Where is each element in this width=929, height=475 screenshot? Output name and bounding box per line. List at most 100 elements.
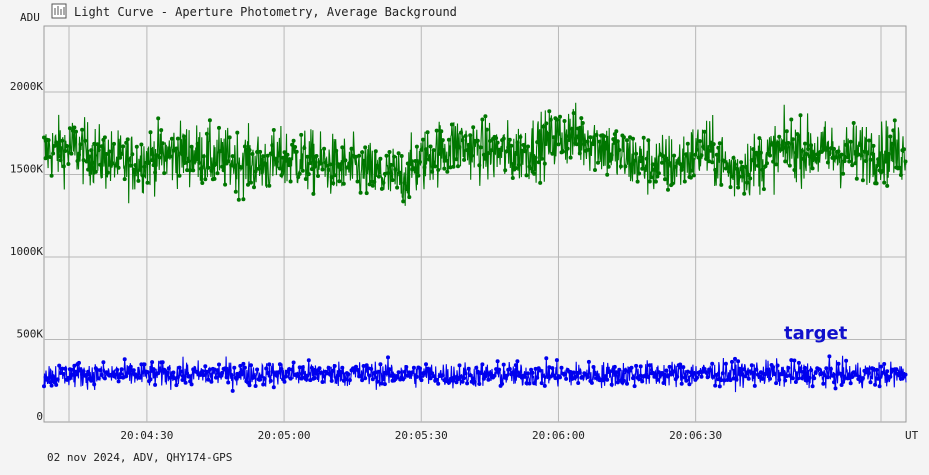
comparison-point: [134, 144, 139, 149]
comparison-point: [714, 152, 719, 157]
target-point: [61, 372, 66, 376]
target-point: [699, 374, 704, 379]
target-point: [530, 370, 535, 375]
target-point: [300, 365, 305, 370]
target-point: [545, 374, 550, 379]
target-point: [821, 381, 826, 386]
target-point: [347, 378, 352, 383]
target-point: [274, 373, 279, 378]
comparison-point: [719, 182, 724, 187]
target-point: [84, 372, 89, 377]
comparison-point: [121, 144, 126, 149]
comparison-point: [376, 174, 381, 179]
target-point: [576, 381, 581, 385]
comparison-point: [107, 149, 112, 154]
target-point: [203, 364, 208, 369]
comparison-point: [902, 147, 906, 152]
comparison-point: [734, 166, 739, 171]
comparison-point: [384, 153, 389, 158]
target-point: [249, 363, 253, 368]
comparison-point: [201, 154, 206, 159]
comparison-point: [451, 164, 456, 169]
comparison-point: [370, 183, 375, 188]
target-point: [142, 362, 147, 367]
target-point: [867, 370, 871, 375]
comparison-point: [150, 158, 155, 163]
comparison-point: [90, 160, 95, 165]
comparison-point: [124, 140, 129, 145]
comparison-point: [489, 148, 494, 153]
comparison-point: [787, 163, 792, 168]
target-point: [661, 381, 666, 385]
target-point: [850, 375, 855, 379]
comparison-point: [220, 164, 225, 169]
comparison-point: [413, 159, 418, 163]
target-point: [730, 359, 734, 364]
target-point: [702, 367, 707, 371]
target-point: [227, 368, 232, 373]
target-point: [422, 370, 427, 375]
comparison-point: [95, 142, 100, 147]
comparison-point: [433, 164, 438, 169]
comparison-point: [168, 154, 173, 159]
comparison-point: [670, 181, 675, 186]
comparison-point: [375, 163, 380, 168]
comparison-point: [308, 161, 313, 165]
target-point: [215, 368, 220, 373]
comparison-point: [690, 168, 695, 173]
comparison-point: [92, 141, 97, 146]
target-point: [303, 377, 308, 381]
target-point: [206, 377, 211, 382]
comparison-point: [355, 179, 360, 184]
target-point: [376, 369, 381, 374]
target-point: [734, 377, 739, 382]
comparison-point: [678, 162, 683, 166]
comparison-point: [434, 128, 439, 133]
target-point: [410, 370, 415, 375]
comparison-point: [856, 152, 861, 157]
comparison-point: [761, 187, 766, 192]
target-point: [589, 380, 594, 385]
comparison-point: [519, 148, 524, 153]
target-point: [305, 373, 310, 378]
comparison-point: [358, 190, 363, 195]
target-point: [827, 354, 832, 359]
comparison-point: [74, 129, 78, 134]
target-point: [96, 376, 101, 381]
comparison-point: [236, 197, 241, 202]
target-point: [591, 365, 596, 369]
comparison-point: [564, 134, 569, 139]
comparison-point: [813, 157, 818, 162]
comparison-point: [431, 148, 436, 153]
target-point: [765, 367, 769, 372]
comparison-point: [389, 162, 393, 167]
comparison-point: [369, 179, 374, 184]
comparison-point: [43, 156, 48, 161]
y-tick-label: 500K: [17, 328, 44, 341]
comparison-point: [745, 180, 750, 185]
target-point: [174, 383, 179, 388]
target-point: [486, 377, 491, 382]
comparison-point: [536, 160, 541, 165]
target-point: [252, 375, 256, 380]
comparison-point: [401, 199, 406, 204]
comparison-point: [548, 117, 553, 122]
target-point: [828, 366, 833, 371]
target-point: [822, 373, 827, 378]
target-point: [151, 367, 156, 372]
target-point: [291, 360, 296, 365]
comparison-point: [561, 149, 565, 154]
target-point: [679, 381, 684, 386]
x-axis-label: UT: [905, 429, 919, 442]
target-point: [637, 377, 642, 382]
comparison-point: [705, 155, 710, 160]
comparison-point: [716, 145, 721, 150]
comparison-point: [89, 148, 94, 153]
target-point: [874, 367, 879, 372]
comparison-point: [244, 147, 249, 152]
comparison-point: [288, 179, 293, 184]
comparison-series: [42, 102, 908, 206]
target-point: [424, 362, 428, 367]
comparison-point: [646, 138, 651, 143]
